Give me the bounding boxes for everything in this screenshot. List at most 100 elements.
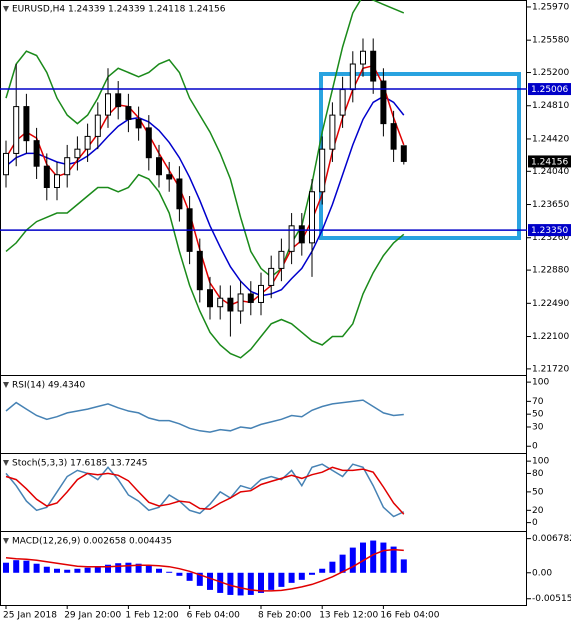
y-tick-label: 80 bbox=[532, 469, 544, 479]
panel-title: RSI(14) 49.4340 bbox=[12, 381, 85, 391]
candle-body bbox=[207, 289, 213, 308]
candle-body bbox=[64, 157, 71, 176]
candle-body bbox=[227, 297, 234, 312]
histogram-bar bbox=[237, 572, 244, 596]
histogram-bar bbox=[370, 540, 377, 573]
candle-body bbox=[3, 152, 9, 176]
panel-title: MACD(12,26,9) 0.002658 0.004435 bbox=[12, 537, 172, 547]
y-tick-label: 1.24040 bbox=[532, 167, 569, 177]
candle-body bbox=[145, 127, 152, 159]
candle-body bbox=[339, 89, 346, 116]
y-tick-label: 1.23260 bbox=[532, 233, 569, 243]
histogram-bar bbox=[135, 563, 142, 573]
y-tick-label: 0 bbox=[532, 518, 538, 528]
x-tick-label: 16 Feb 04:00 bbox=[380, 611, 439, 621]
histogram-bar bbox=[156, 568, 162, 573]
candle-body bbox=[309, 191, 315, 244]
panel-title: Stoch(5,3,3) 17.6185 13.7245 bbox=[12, 459, 147, 469]
indicator-line bbox=[5, 548, 404, 592]
indicator-line bbox=[5, 466, 405, 515]
x-tick-label: 6 Feb 04:00 bbox=[187, 611, 241, 621]
histogram-bar bbox=[145, 565, 152, 573]
indicator-line bbox=[5, 173, 405, 359]
candle-body bbox=[217, 297, 224, 308]
level-label: 1.25006 bbox=[531, 85, 568, 95]
candle-body bbox=[135, 118, 142, 129]
histogram-bar bbox=[360, 542, 366, 573]
y-tick-label: 1.22880 bbox=[532, 266, 569, 276]
histogram-bar bbox=[309, 572, 315, 575]
candle-body bbox=[370, 50, 377, 82]
level-label-box bbox=[528, 83, 571, 96]
histogram-bar bbox=[105, 564, 111, 573]
histogram-bar bbox=[186, 572, 193, 581]
histogram-bar bbox=[84, 567, 91, 573]
title-icon bbox=[3, 6, 9, 12]
histogram-bar bbox=[196, 572, 203, 586]
last-price-label: 1.24156 bbox=[531, 157, 568, 167]
y-tick-label: 1.22100 bbox=[532, 332, 569, 342]
y-tick-label: 1.25200 bbox=[532, 68, 569, 78]
histogram-bar bbox=[43, 566, 50, 573]
indicator-line bbox=[5, 399, 404, 433]
candle-body bbox=[33, 140, 40, 167]
candle-body bbox=[125, 106, 132, 120]
title-icon bbox=[3, 382, 9, 388]
candle-body bbox=[105, 93, 111, 116]
histogram-bar bbox=[390, 546, 397, 573]
panel-title: EURUSD,H4 1.24339 1.24339 1.24118 1.2415… bbox=[12, 5, 226, 15]
x-tick-label: 1 Feb 12:00 bbox=[125, 611, 179, 621]
candle-body bbox=[288, 225, 295, 252]
candle-body bbox=[166, 174, 173, 180]
candle-body bbox=[329, 114, 336, 150]
indicator-line bbox=[5, 95, 405, 297]
candle-body bbox=[74, 148, 81, 159]
histogram-bar bbox=[176, 572, 183, 576]
histogram-bar bbox=[278, 572, 285, 587]
candle-body bbox=[237, 293, 244, 312]
candle-body bbox=[247, 293, 254, 303]
histogram-bar bbox=[329, 561, 336, 573]
candle-body bbox=[43, 165, 50, 189]
y-tick-label: 1.24810 bbox=[532, 101, 569, 111]
candle-body bbox=[176, 178, 183, 210]
histogram-bar bbox=[247, 572, 254, 595]
histogram-bar bbox=[33, 563, 40, 573]
candle-body bbox=[196, 250, 203, 291]
candle-body bbox=[23, 106, 30, 142]
y-tick-label: 50 bbox=[532, 410, 544, 420]
histogram-bar bbox=[258, 572, 264, 593]
indicator-line bbox=[5, 64, 405, 306]
histogram-bar bbox=[380, 542, 387, 573]
candle-body bbox=[380, 80, 387, 125]
y-tick-label: 0.006782 bbox=[532, 534, 571, 544]
y-tick-label: 1.23650 bbox=[532, 200, 569, 210]
candle-body bbox=[94, 114, 101, 137]
x-tick-label: 29 Jan 20:00 bbox=[64, 611, 121, 621]
frame bbox=[0, 0, 527, 606]
histogram-bar bbox=[207, 572, 213, 590]
y-tick-label: 20 bbox=[532, 506, 544, 516]
candle-body bbox=[400, 145, 407, 162]
x-tick-label: 8 Feb 20:00 bbox=[258, 611, 312, 621]
candle-body bbox=[84, 135, 91, 150]
y-tick-label: 0.00 bbox=[532, 568, 552, 578]
histogram-bar bbox=[74, 568, 81, 573]
candle-body bbox=[54, 174, 60, 189]
y-tick-label: 1.24420 bbox=[532, 134, 569, 144]
histogram-bar bbox=[400, 559, 407, 573]
candle-body bbox=[115, 93, 122, 108]
histogram-bar bbox=[13, 560, 20, 573]
title-icon bbox=[3, 538, 9, 544]
candle-body bbox=[319, 148, 326, 193]
y-tick-label: 1.25970 bbox=[532, 2, 569, 12]
y-tick-label: 70 bbox=[532, 397, 544, 407]
y-tick-label: 1.21720 bbox=[532, 364, 569, 374]
x-tick-label: 13 Feb 12:00 bbox=[319, 611, 378, 621]
histogram-bar bbox=[54, 568, 60, 573]
y-tick-label: -0.005158 bbox=[532, 594, 571, 604]
histogram-bar bbox=[64, 569, 71, 573]
candle-body bbox=[156, 157, 162, 176]
last-price-box bbox=[528, 155, 571, 168]
candle-body bbox=[360, 50, 366, 65]
